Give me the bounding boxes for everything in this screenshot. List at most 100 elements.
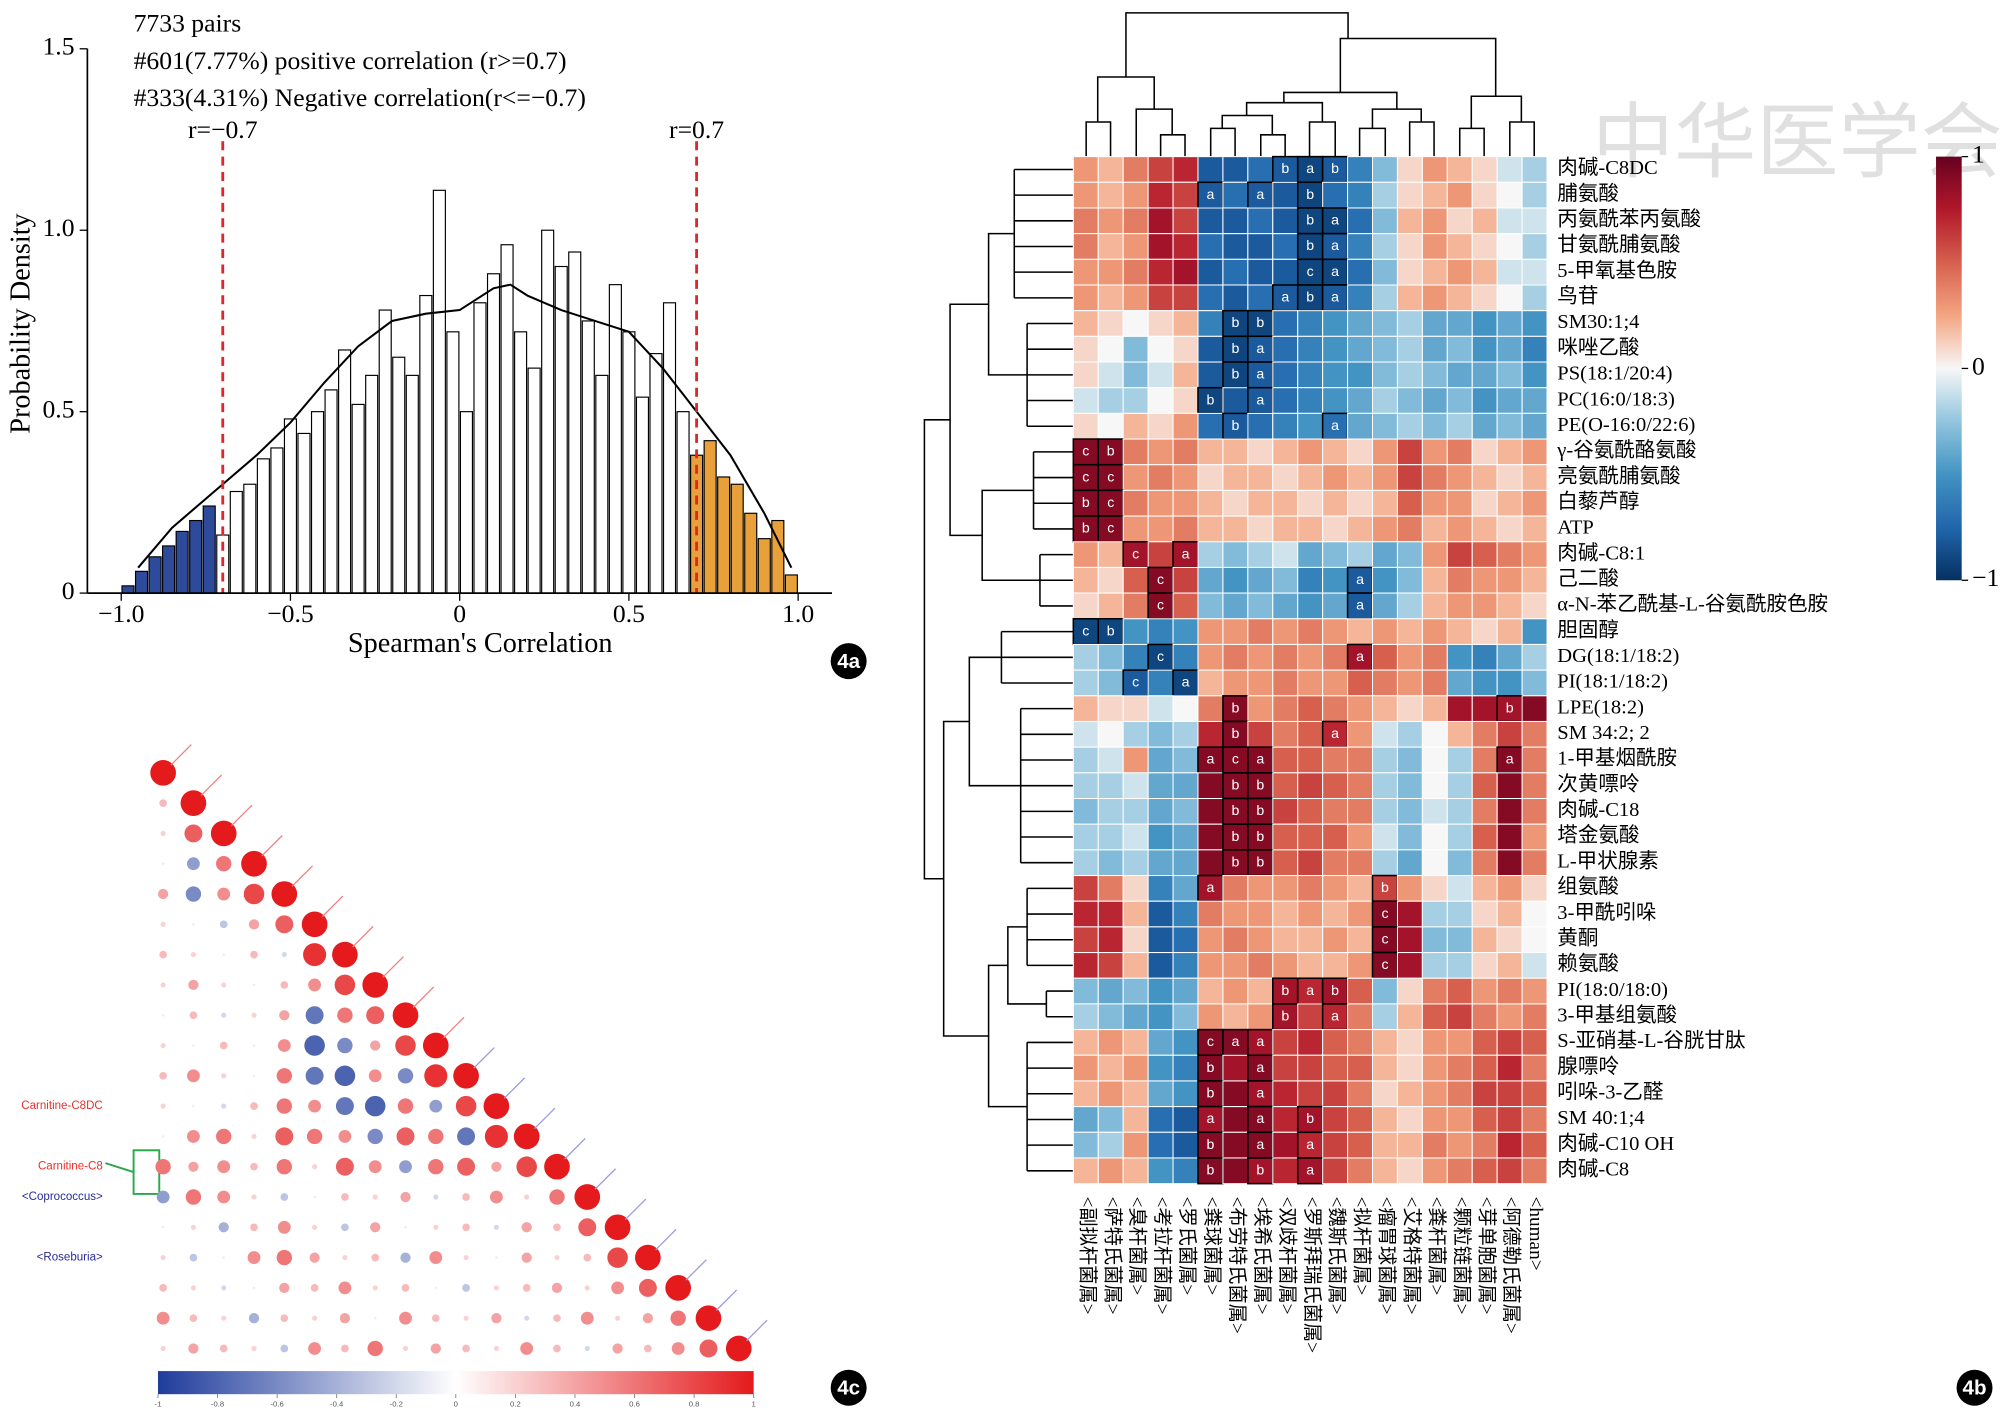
heatmap-cell [1396,1157,1423,1185]
bar [473,302,487,594]
row-label: 腺嘌呤 [1557,1055,1619,1078]
bar [595,374,609,594]
heatmap-cell [1122,361,1149,389]
row-label: 丙氨酰苯丙氨酸 [1557,208,1701,231]
bar [662,302,677,594]
bar [256,458,270,594]
heatmap-cell [1496,1054,1523,1082]
heatmap-cell [1172,438,1199,466]
correlation-dot [159,950,167,959]
correlation-dot [190,1285,196,1291]
diagonal-hatch [685,1259,707,1281]
heatmap-cell [1172,977,1199,1005]
correlation-dot [221,982,227,988]
heatmap-cell [1097,772,1124,800]
cell-label: b [1207,1059,1215,1075]
correlation-dot [433,1224,439,1230]
heatmap-cell [1471,335,1498,363]
heatmap-cell [1471,952,1498,979]
heatmap-cell [1172,284,1199,312]
correlation-dot [372,1285,378,1291]
heatmap-cell [1072,181,1099,209]
heatmap-cell [1147,181,1174,209]
heatmap-cell [1347,258,1374,286]
heatmap-cell [1446,387,1473,414]
cell-label: c [1107,468,1114,484]
bar [134,570,149,594]
heatmap-cell [1197,156,1224,183]
heatmap-cell [1122,977,1149,1005]
colorbar [1936,156,1962,581]
correlation-dot [491,1313,502,1324]
cell-label: b [1506,699,1514,715]
bar [351,403,365,594]
bar [446,331,460,594]
heatmap-cell [1197,746,1224,774]
cell-label: a [1356,648,1364,664]
heatmap-cell [1471,489,1498,517]
heatmap-cell [1097,926,1124,954]
heatmap-cell [1272,669,1299,697]
correlation-dot [578,1218,597,1237]
heatmap-cell [1247,1028,1274,1057]
column-label: <副拟杆菌属> [1076,1196,1098,1314]
correlation-dot [455,1095,477,1117]
heatmap-cell [1322,875,1349,902]
heatmap-cell [1347,412,1374,440]
correlation-dot [665,1275,692,1301]
heatmap-cell [1147,156,1174,183]
heatmap-cell [1122,1157,1149,1185]
correlation-dot [524,1194,530,1200]
cell-label: c [1132,545,1139,561]
heatmap-cell [1097,592,1124,620]
correlation-dot [725,1335,752,1362]
correlation-dot [699,1339,718,1358]
bar [500,244,514,594]
correlation-dot [604,1214,631,1241]
heatmap-cell [1347,1131,1374,1159]
colorbar-tick-label: -0.8 [211,1399,224,1408]
heatmap-cell [1396,746,1423,774]
diagonal-hatch [655,1228,677,1251]
correlation-dot [544,1153,570,1180]
row-label: 亮氨酰脯氨酸 [1557,464,1680,487]
heatmap-cell [1222,207,1249,235]
heatmap-cell [1371,335,1398,363]
cell-label: a [1331,237,1339,253]
heatmap-cell [1446,233,1473,260]
correlation-dot [399,1311,412,1325]
heatmap-cell [1147,258,1174,286]
heatmap-cell [1521,335,1548,363]
correlation-dot [252,983,256,987]
correlation-dot [189,1011,198,1020]
cell-label: c [1381,905,1388,921]
heatmap-cell [1446,926,1473,954]
bar [243,483,257,594]
correlation-dot [368,1069,382,1083]
heatmap-cell [1446,849,1473,877]
heatmap-cell [1197,695,1224,722]
heatmap-cell [1322,361,1349,389]
heatmap-cell [1521,566,1548,594]
heatmap-cell [1197,258,1224,286]
heatmap-cell [1347,875,1374,902]
cell-label: c [1107,520,1114,536]
correlation-dot [521,1222,532,1233]
heatmap-cell [1371,849,1398,877]
heatmap-cell [1272,798,1299,825]
heatmap-cell [1072,361,1099,389]
heatmap-cell [1322,643,1349,671]
heatmap-cell [1247,720,1274,748]
heatmap-cell [1446,1106,1473,1133]
heatmap-cell [1122,695,1149,722]
heatmap-cell [1072,156,1099,183]
correlation-dot [161,1135,165,1138]
heatmap-cell [1521,798,1548,825]
heatmap-cell [1072,669,1099,697]
correlation-dot [219,920,228,929]
heatmap-cell [1496,1029,1523,1056]
correlation-dot [334,974,356,996]
heatmap-cell [1172,181,1199,209]
heatmap-cell [1321,207,1349,235]
correlation-dot [312,1315,318,1321]
